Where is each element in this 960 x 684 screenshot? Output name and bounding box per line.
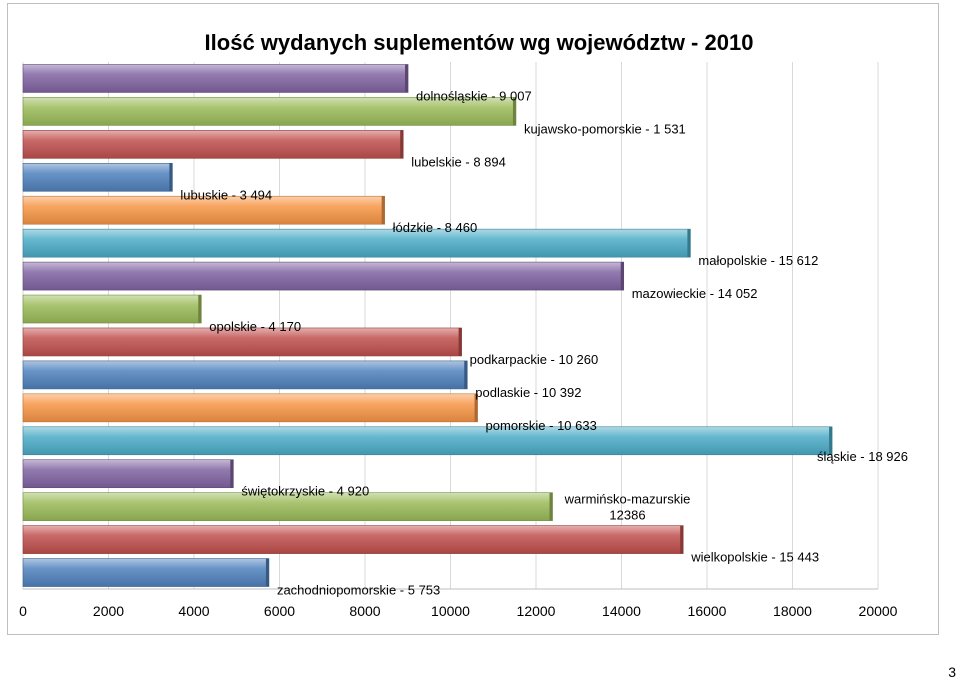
x-tick-label: 20000 bbox=[859, 603, 898, 619]
data-label: wielkopolskie - 15 443 bbox=[690, 550, 819, 565]
data-label: śląskie - 18 926 bbox=[817, 449, 908, 464]
data-label: kujawsko-pomorskie - 1 531 bbox=[524, 121, 686, 136]
bar-end-cap bbox=[512, 97, 516, 126]
bar-chart: Ilość wydanych suplementów wg województw… bbox=[19, 30, 908, 619]
bar-end-cap bbox=[265, 558, 269, 587]
bar-end-cap bbox=[381, 196, 385, 225]
bar-end-cap bbox=[687, 229, 691, 258]
bar-end-cap bbox=[169, 163, 173, 192]
data-labels: dolnośląskie - 9 007 kujawsko-pomorskie -… bbox=[180, 88, 908, 597]
data-label: lubuskie - 3 494 bbox=[180, 187, 272, 202]
bar-8 bbox=[22, 294, 202, 324]
data-label: świętokrzyskie - 4 920 bbox=[241, 484, 369, 499]
bar-end-cap bbox=[198, 295, 202, 324]
bar-end-cap bbox=[474, 393, 478, 422]
bar-end-cap bbox=[829, 426, 833, 455]
x-tick-label: 6000 bbox=[264, 603, 295, 619]
bar-4 bbox=[22, 162, 173, 192]
x-tick-label: 12000 bbox=[517, 603, 556, 619]
bar-3 bbox=[22, 130, 404, 159]
bar-10 bbox=[22, 360, 468, 390]
bar-end-cap bbox=[680, 525, 684, 554]
bar-end-cap bbox=[458, 327, 462, 356]
x-tick-label: 8000 bbox=[349, 603, 380, 619]
bar-end-cap bbox=[400, 130, 404, 159]
bar-1 bbox=[22, 64, 409, 93]
data-label: dolnośląskie - 9 007 bbox=[416, 88, 532, 103]
x-axis-tick-labels: 0 2000 4000 6000 8000 10000 12000 14000 16000 180… bbox=[19, 603, 898, 619]
data-label: łódzkie - 8 460 bbox=[393, 220, 478, 235]
page-number: 3 bbox=[948, 664, 956, 680]
bar-15 bbox=[22, 525, 684, 554]
bar-2 bbox=[22, 97, 517, 126]
data-label: warmińsko-mazurskie 12386 bbox=[564, 492, 691, 523]
data-label: zachodniopomorskie - 5 753 bbox=[277, 583, 440, 598]
bar-12 bbox=[22, 426, 833, 456]
data-label: lubelskie - 8 894 bbox=[411, 154, 506, 169]
x-tick-label: 10000 bbox=[431, 603, 470, 619]
data-label: podkarpackie - 10 260 bbox=[470, 352, 599, 367]
bar-end-cap bbox=[464, 360, 468, 389]
data-label: podlaskie - 10 392 bbox=[475, 385, 581, 400]
data-label: pomorskie - 10 633 bbox=[486, 418, 597, 433]
x-tick-label: 18000 bbox=[773, 603, 812, 619]
bar-end-cap bbox=[549, 492, 553, 521]
bar-5 bbox=[22, 195, 385, 225]
chart-title: Ilość wydanych suplementów wg województw… bbox=[205, 30, 754, 55]
bar-series bbox=[22, 64, 833, 587]
x-tick-label: 0 bbox=[19, 603, 27, 619]
bar-6 bbox=[22, 228, 691, 258]
x-tick-label: 16000 bbox=[688, 603, 727, 619]
data-label: mazowieckie - 14 052 bbox=[632, 286, 758, 301]
bar-14 bbox=[22, 492, 553, 521]
chart-frame: Ilość wydanych suplementów wg województw… bbox=[7, 3, 939, 635]
bar-13 bbox=[22, 459, 234, 489]
data-label: małopolskie - 15 612 bbox=[698, 253, 818, 268]
x-tick-label: 2000 bbox=[93, 603, 124, 619]
x-tick-label: 14000 bbox=[602, 603, 641, 619]
data-label: opolskie - 4 170 bbox=[209, 319, 301, 334]
bar-end-cap bbox=[230, 459, 234, 488]
x-tick-label: 4000 bbox=[178, 603, 209, 619]
bar-end-cap bbox=[405, 64, 409, 93]
bar-16 bbox=[22, 558, 270, 587]
bar-end-cap bbox=[620, 262, 624, 291]
bar-11 bbox=[22, 393, 478, 423]
bar-7 bbox=[22, 261, 625, 291]
